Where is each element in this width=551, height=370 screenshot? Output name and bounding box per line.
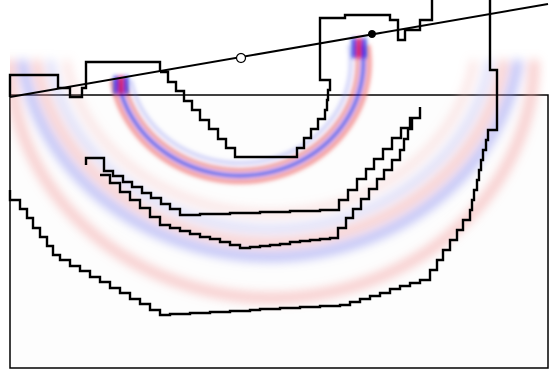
contours [8,0,499,317]
wavefield [10,38,539,303]
contour [84,107,422,217]
contour [100,118,414,250]
contour [160,0,434,159]
survey-line [9,3,549,98]
contour [8,60,162,99]
source [368,30,376,38]
contour [8,0,499,317]
receiver [235,52,247,64]
